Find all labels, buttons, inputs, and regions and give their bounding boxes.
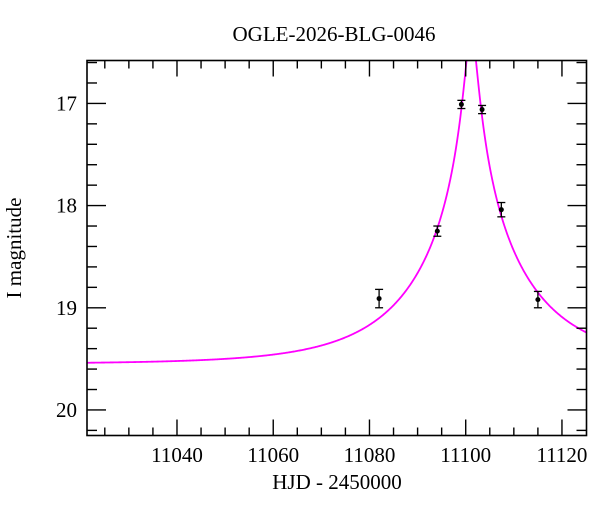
x-tick-label: 11040: [151, 443, 203, 467]
chart-title: OGLE-2026-BLG-0046: [233, 22, 436, 46]
data-point-marker: [376, 296, 382, 302]
y-tick-label: 18: [56, 194, 77, 218]
x-tick-label: 11120: [536, 443, 587, 467]
data-point: [497, 201, 506, 218]
x-tick-label: 11060: [247, 443, 299, 467]
model-curve: [87, 60, 587, 364]
data-point-marker: [434, 228, 440, 234]
data-point-marker: [535, 297, 541, 303]
plot-frame: [86, 59, 588, 437]
x-axis-label: HJD - 2450000: [272, 470, 402, 494]
plot-content: 11040 11060 11080 11100 11120 17 18 19 20: [56, 59, 588, 467]
data-point-marker: [479, 107, 485, 113]
x-tick-label: 11080: [344, 443, 396, 467]
data-point: [533, 290, 542, 309]
data-point: [375, 288, 384, 309]
y-tick-label: 19: [56, 296, 77, 320]
data-point-marker: [498, 207, 504, 213]
y-axis-label: I magnitude: [2, 198, 26, 299]
x-tick-label: 11100: [440, 443, 491, 467]
data-point: [457, 99, 466, 110]
data-point-marker: [458, 101, 464, 107]
data-point: [433, 225, 442, 237]
y-tick-label: 17: [56, 91, 77, 115]
y-tick-label: 20: [56, 398, 77, 422]
data-point: [478, 104, 487, 115]
